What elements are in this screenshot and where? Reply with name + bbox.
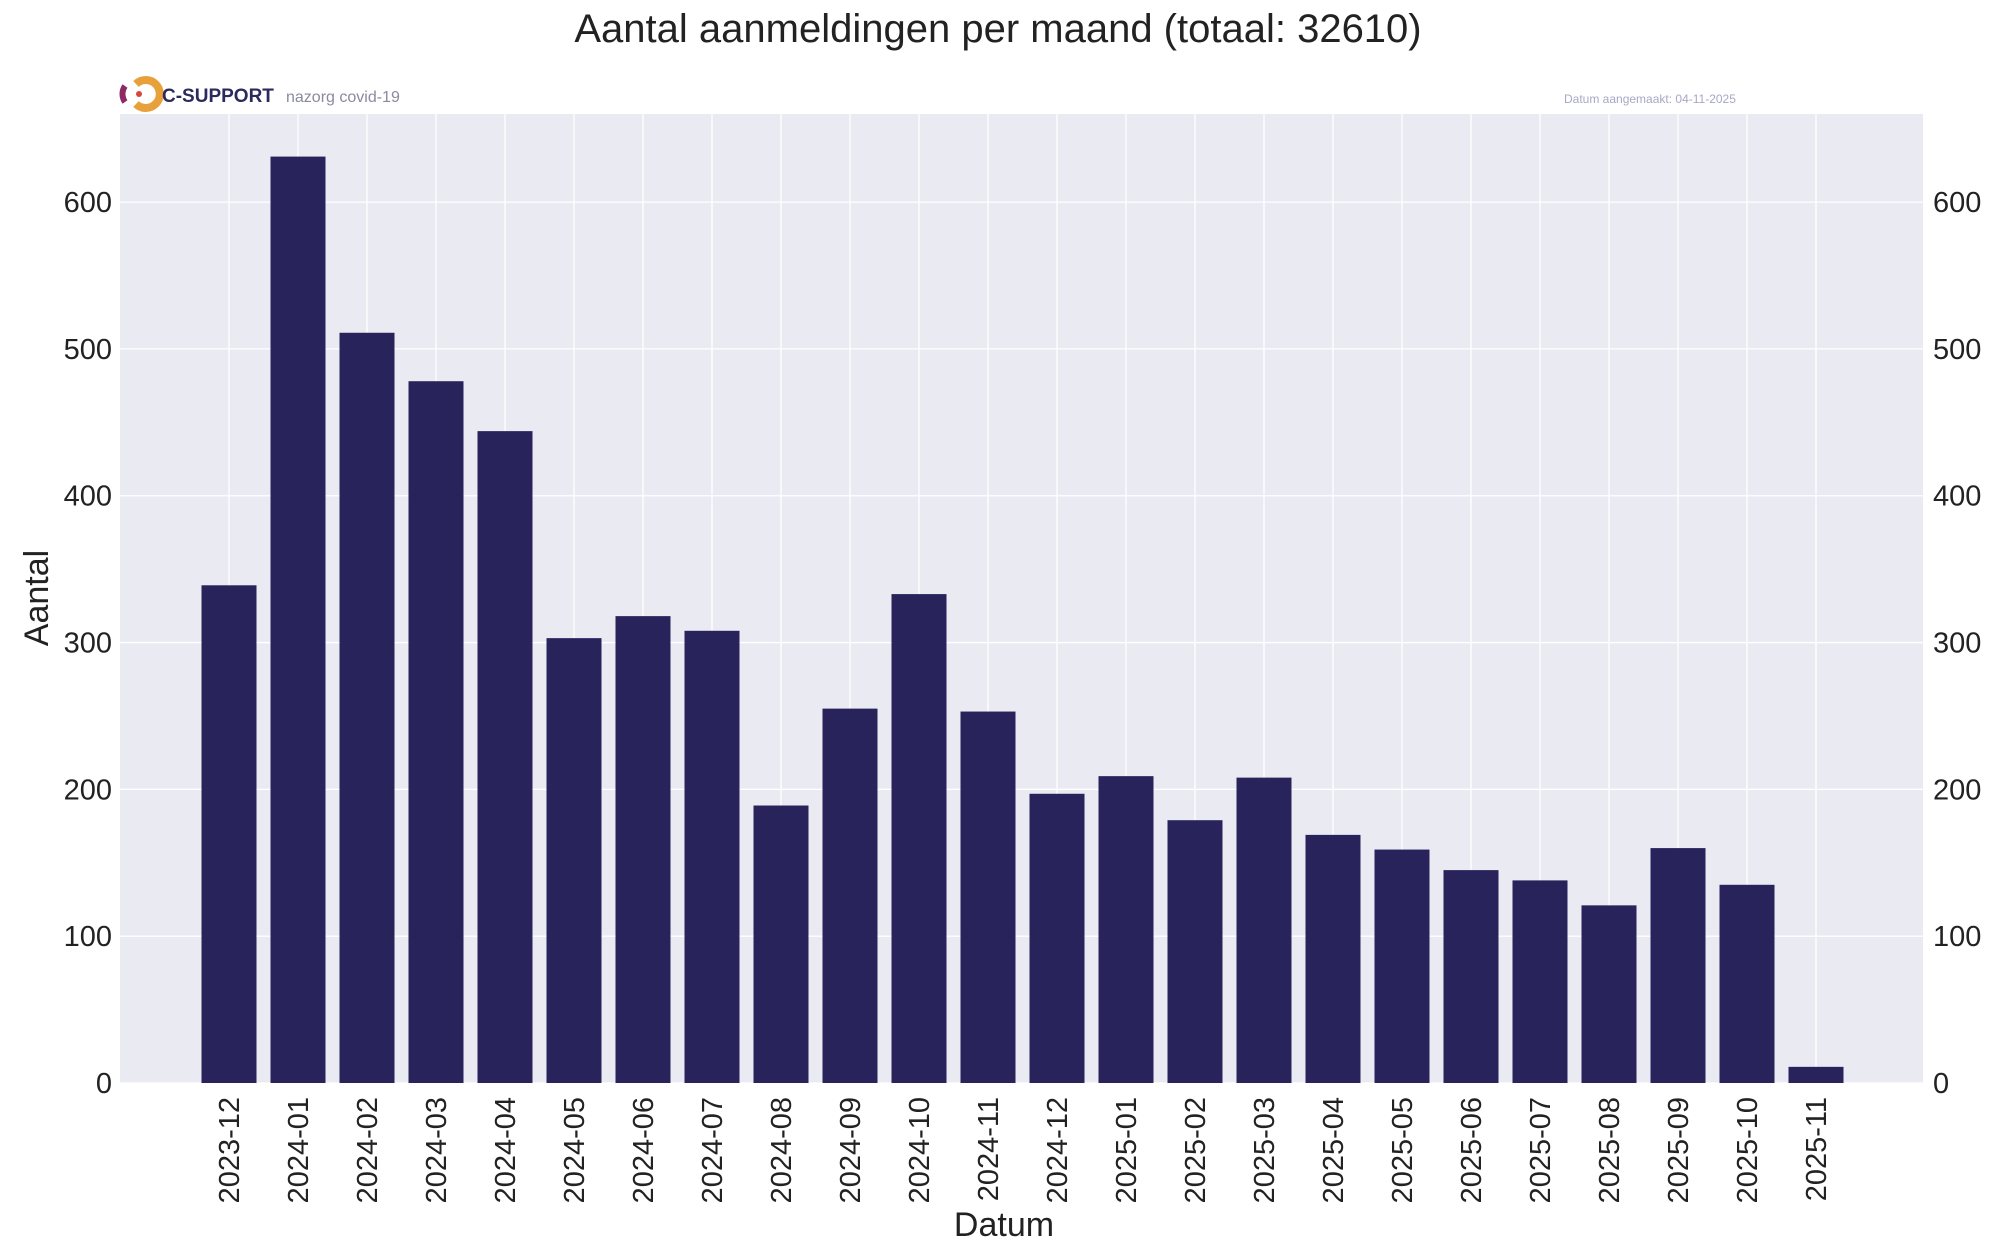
bar-2025-03 [1236,777,1292,1083]
x-tick-label: 2024-03 [421,1097,453,1203]
bars [201,156,1844,1083]
bar-2025-11 [1788,1066,1844,1083]
x-tick-label: 2025-03 [1249,1097,1281,1203]
x-tick-label: 2024-10 [904,1097,936,1203]
x-tick-label: 2025-06 [1456,1097,1488,1203]
bar-2023-12 [201,585,257,1083]
bar-2024-08 [753,805,809,1083]
bar-2025-05 [1374,849,1430,1083]
y-tick-label-left: 0 [96,1068,112,1100]
y-tick-label-right: 500 [1933,334,1981,366]
bar-2024-05 [546,638,602,1083]
x-tick-label: 2025-02 [1180,1097,1212,1203]
x-axis-label: Datum [954,1206,1054,1244]
bar-2024-06 [615,616,671,1083]
bar-2025-07 [1512,880,1568,1083]
x-tick-label: 2024-01 [283,1097,315,1203]
y-tick-label-right: 100 [1933,921,1981,953]
y-axis-left: 0 100 200 300 400 500 600 [64,187,112,1100]
bar-2025-02 [1167,820,1223,1083]
x-tick-label: 2024-08 [766,1097,798,1203]
bar-2024-09 [822,708,878,1083]
bar-2025-09 [1650,848,1706,1083]
bar-2024-03 [408,381,464,1083]
x-tick-label: 2025-08 [1594,1097,1626,1203]
bar-2025-04 [1305,834,1361,1083]
x-tick-label: 2024-12 [1042,1097,1074,1203]
logo-subtitle-text: nazorg covid-19 [286,89,400,106]
logo: C-SUPPORT nazorg covid-19 [119,76,400,112]
bar-2024-11 [960,711,1016,1083]
y-tick-label-right: 200 [1933,774,1981,806]
y-tick-label-right: 600 [1933,187,1981,219]
x-tick-label: 2025-10 [1732,1097,1764,1203]
bar-2024-10 [891,594,947,1083]
x-tick-label: 2025-04 [1318,1097,1350,1203]
x-axis: 2023-12 2024-01 2024-02 2024-03 2024-04 2024-… [214,1097,1833,1203]
bar-2025-08 [1581,905,1637,1083]
bar-2024-07 [684,630,740,1083]
x-tick-label: 2024-05 [559,1097,591,1203]
x-tick-label: 2025-11 [1801,1097,1833,1201]
x-tick-label: 2025-07 [1525,1097,1557,1203]
x-tick-label: 2023-12 [214,1097,246,1203]
y-tick-label-left: 300 [64,628,112,660]
bar-2024-04 [477,431,533,1083]
y-tick-label-left: 400 [64,481,112,513]
y-tick-label-right: 300 [1933,628,1981,660]
y-tick-label-left: 500 [64,334,112,366]
x-tick-label: 2024-11 [973,1097,1005,1201]
y-axis-label: Aantal [18,550,56,646]
x-tick-label: 2025-09 [1663,1097,1695,1203]
x-tick-label: 2024-06 [628,1097,660,1203]
y-tick-label-right: 0 [1933,1068,1949,1100]
created-date-label: Datum aangemaakt: 04-11-2025 [1564,92,1736,106]
bar-2025-01 [1098,776,1154,1083]
logo-mark-icon [119,76,164,112]
bar-2024-02 [339,332,395,1083]
x-tick-label: 2024-09 [835,1097,867,1203]
x-tick-label: 2024-07 [697,1097,729,1203]
y-tick-label-left: 200 [64,774,112,806]
y-axis-right: 0 100 200 300 400 500 600 [1933,187,1981,1100]
logo-brand-text: C-SUPPORT [162,86,274,107]
y-tick-label-left: 100 [64,921,112,953]
y-tick-label-left: 600 [64,187,112,219]
x-tick-label: 2024-02 [352,1097,384,1203]
y-tick-label-right: 400 [1933,481,1981,513]
bar-2024-12 [1029,793,1085,1083]
x-tick-label: 2025-01 [1111,1097,1143,1203]
bar-2024-01 [270,156,326,1083]
x-tick-label: 2025-05 [1387,1097,1419,1203]
x-tick-label: 2024-04 [490,1097,522,1203]
chart-title: Aantal aanmeldingen per maand (totaal: 3… [574,7,1421,51]
bar-2025-10 [1719,884,1775,1083]
bar-2025-06 [1443,870,1499,1083]
